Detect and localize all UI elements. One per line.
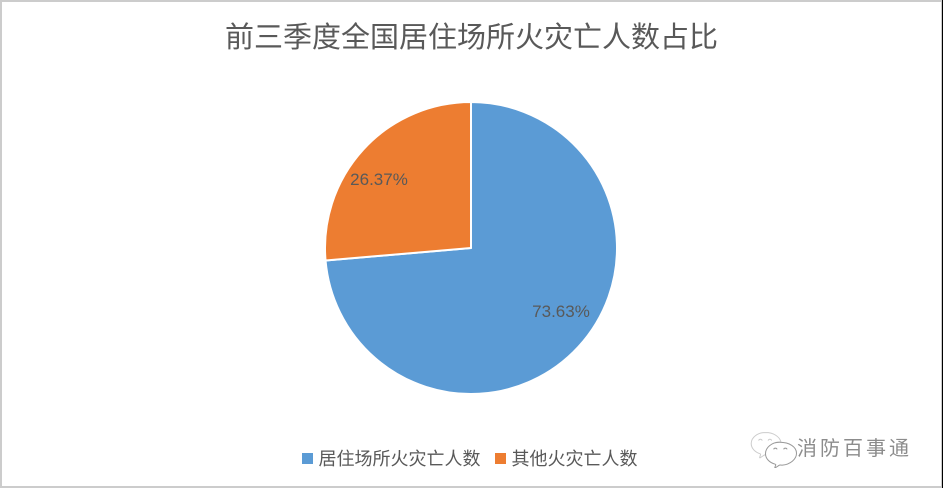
svg-text:26.37%: 26.37% bbox=[350, 170, 408, 189]
svg-text:73.63%: 73.63% bbox=[532, 302, 590, 321]
